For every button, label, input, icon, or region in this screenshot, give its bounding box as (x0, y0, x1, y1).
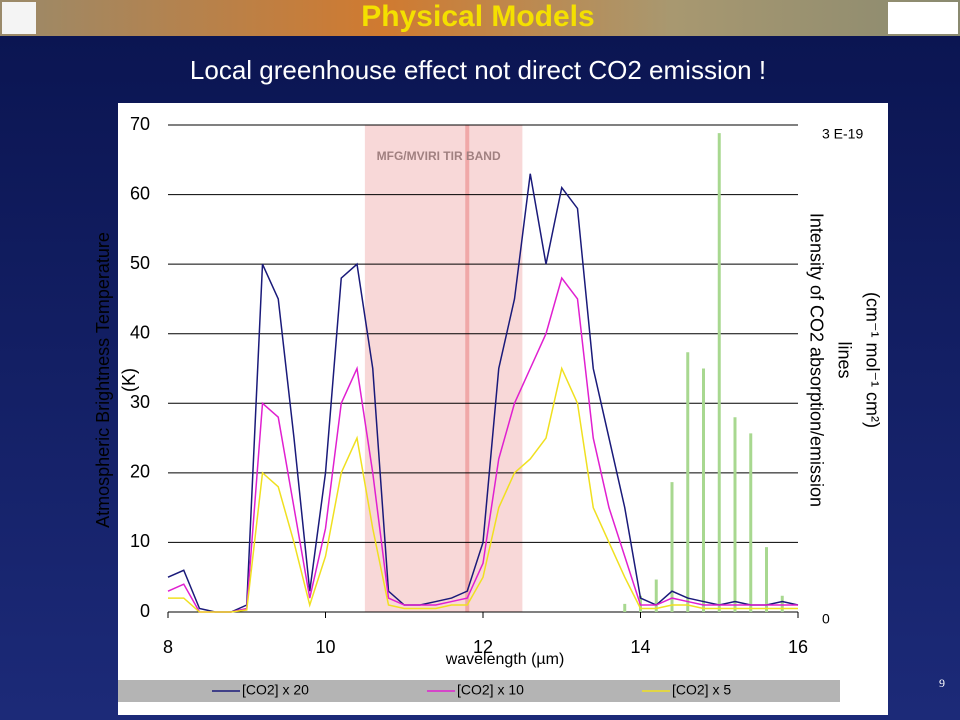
y-tick-label: 50 (130, 253, 150, 273)
y-axis-label: Atmospheric Brightness Temperature (93, 232, 113, 528)
y-tick-label: 20 (130, 462, 150, 482)
banner (0, 0, 960, 36)
y2-axis-label: lines (834, 341, 854, 378)
y2-axis-label: (cm⁻¹ mol⁻¹ cm²) (862, 292, 882, 428)
y-tick-label: 40 (130, 322, 150, 342)
y2-tick-label: 3 E-19 (822, 126, 863, 142)
band-label: MFG/MVIRI TIR BAND (377, 149, 501, 163)
legend-label: [CO2] x 5 (672, 682, 731, 698)
x-axis-label: wavelength (µm) (445, 651, 565, 668)
series-line (168, 366, 798, 613)
legend-label: [CO2] x 20 (242, 682, 309, 698)
y-tick-label: 0 (140, 601, 150, 621)
y-tick-label: 60 (130, 183, 150, 203)
y2-tick-label: 0 (822, 611, 830, 627)
legend-box (118, 680, 840, 702)
series-line (167, 276, 798, 613)
y2-axis-label: Intensity of CO2 absorption/emission (806, 213, 826, 507)
x-tick-label: 14 (630, 637, 650, 657)
x-tick-label: 8 (163, 637, 173, 657)
legend-label: [CO2] x 10 (457, 682, 524, 698)
series-line (167, 173, 799, 613)
logo-left (2, 2, 36, 34)
page-number: 9 (939, 676, 945, 690)
band (364, 125, 523, 612)
y-tick-label: 30 (130, 392, 150, 412)
y-axis-label: (K) (119, 368, 139, 392)
x-tick-label: 12 (473, 637, 493, 657)
slide-title: Physical Models (361, 0, 594, 33)
x-tick-label: 10 (315, 637, 335, 657)
slide-subtitle: Local greenhouse effect not direct CO2 e… (190, 55, 766, 85)
y-tick-label: 70 (130, 114, 150, 134)
logo-right (888, 2, 958, 34)
y-tick-label: 10 (130, 531, 150, 551)
x-tick-label: 16 (788, 637, 808, 657)
